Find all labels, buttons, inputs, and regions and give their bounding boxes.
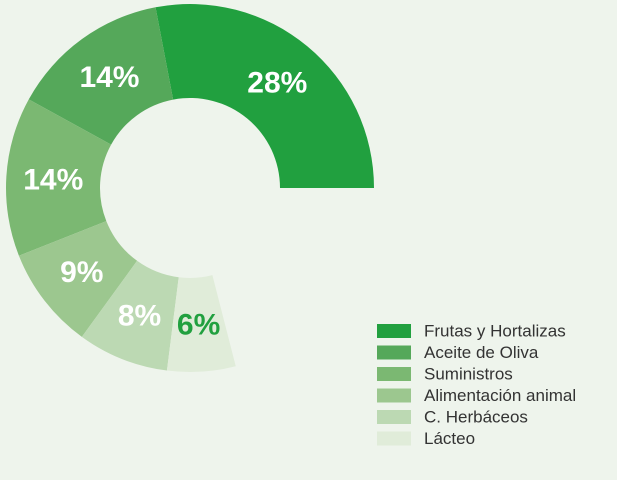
legend-label: Aceite de Oliva bbox=[424, 343, 539, 362]
legend-swatch bbox=[377, 388, 411, 403]
value-label: 28% bbox=[247, 66, 307, 99]
legend-swatch bbox=[377, 410, 411, 424]
donut-segment bbox=[18, 221, 138, 337]
legend-swatch bbox=[377, 324, 411, 338]
donut-segment bbox=[81, 260, 179, 371]
legend-swatch bbox=[377, 367, 411, 381]
value-label: 8% bbox=[118, 299, 161, 332]
value-label: 14% bbox=[79, 61, 139, 94]
legend-label: C. Herbáceos bbox=[424, 407, 528, 426]
value-label: 9% bbox=[60, 256, 103, 289]
legend-swatch bbox=[377, 345, 411, 360]
donut-segment bbox=[28, 7, 174, 145]
legend-label: Frutas y Hortalizas bbox=[424, 321, 566, 340]
value-label: 14% bbox=[23, 163, 83, 196]
legend-label: Lácteo bbox=[424, 429, 475, 448]
donut-segment bbox=[155, 4, 374, 189]
legend-swatch bbox=[377, 431, 411, 446]
donut-segment bbox=[6, 99, 112, 256]
donut-segment bbox=[166, 275, 236, 372]
legend-label: Alimentación animal bbox=[424, 386, 576, 405]
value-label: 6% bbox=[177, 309, 220, 342]
legend-label: Suministros bbox=[424, 364, 513, 383]
